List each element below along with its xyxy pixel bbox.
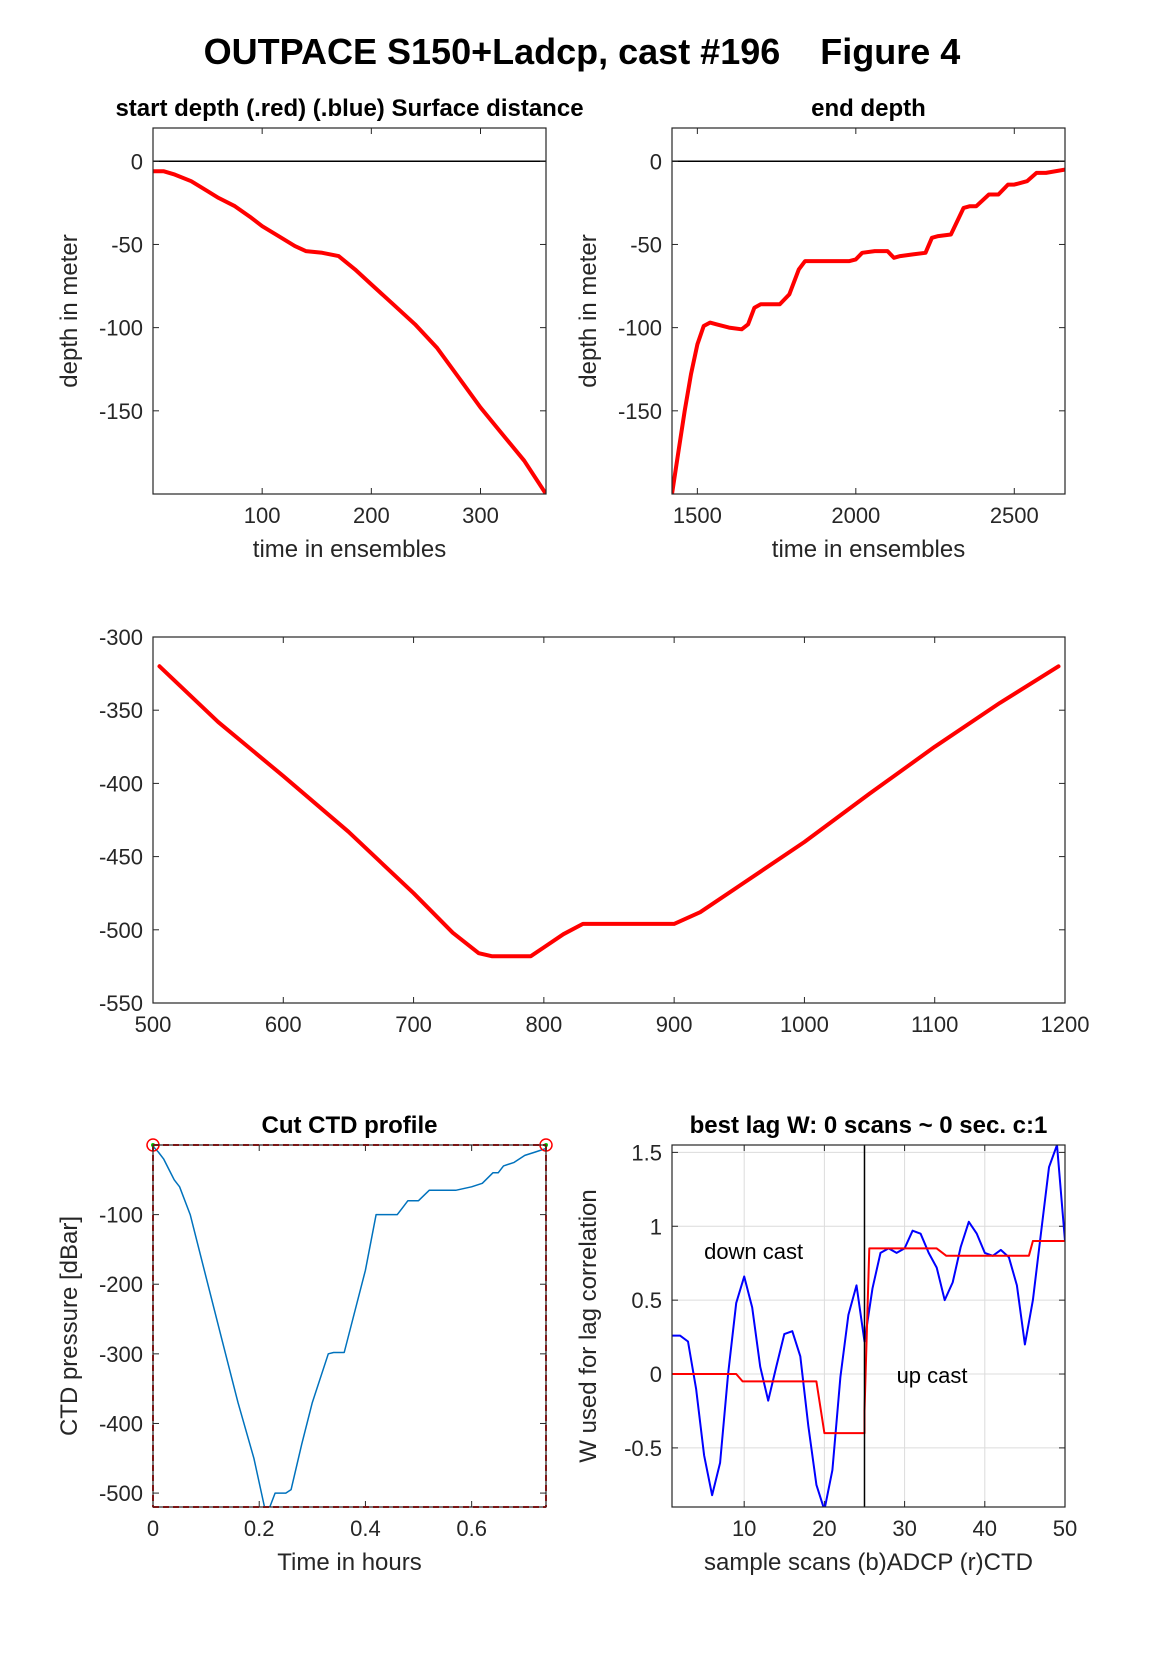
chart-2-axes-frame: [671, 127, 1066, 495]
chart-2-y-tick-label: 0: [650, 149, 662, 174]
chart-5-plot-area: [672, 1145, 1065, 1507]
chart-5-title: best lag W: 0 scans ~ 0 sec. c:1: [690, 1112, 1048, 1139]
chart-5-axes-frame: [671, 1144, 1066, 1508]
chart-4-x-axis-label: Time in hours: [277, 1549, 422, 1576]
chart-5-series-1-line: [672, 1145, 1065, 1507]
chart-3-y-tick-label: -450: [99, 845, 143, 870]
chart-3-axes-frame: [152, 636, 1066, 1004]
chart-3-x-tick-label: 600: [265, 1012, 302, 1037]
cut-ctd-profile-axes: 0 0.2 0.4 0.6 -100 -200 -300 -400 -500 Cut CTD pr…: [56, 1112, 553, 1576]
chart-4-x-tick-label: 0.4: [350, 1516, 381, 1541]
middle-depth-axes: 500 600 700 800 900 1000 1100 1200 -300 -350 -400 -…: [99, 625, 1090, 1037]
chart-4-y-axis-label: CTD pressure [dBar]: [56, 1216, 83, 1436]
chart-1-title: start depth (.red) (.blue) Surface dista…: [115, 95, 583, 122]
chart-5-x-tick-label: 50: [1053, 1516, 1077, 1541]
chart-2-y-tick-label: -50: [630, 232, 662, 257]
chart-4-y-tick-label: -100: [99, 1203, 143, 1228]
chart-5-annotation-2: up cast: [897, 1363, 968, 1388]
chart-3-x-tick-label: 500: [135, 1012, 172, 1037]
chart-5-y-axis-label: W used for lag correlation: [575, 1189, 602, 1462]
chart-4-x-tick-label: 0: [147, 1516, 159, 1541]
chart-5-x-tick-label: 10: [732, 1516, 756, 1541]
chart-4-y-tick-label: -400: [99, 1411, 143, 1436]
chart-2-x-tick-label: 2000: [831, 503, 880, 528]
chart-5-x-tick-label: 30: [892, 1516, 916, 1541]
chart-3-x-tick-label: 1000: [780, 1012, 829, 1037]
chart-1-x-tick-label: 300: [462, 503, 499, 528]
chart-2-y-axis-label: depth in meter: [575, 234, 602, 387]
chart-5-y-tick-label: 0.5: [631, 1288, 662, 1313]
end-depth-axes: 1500 2000 2500 0 -50 -100 -150 end depth time in…: [575, 95, 1066, 563]
chart-1-y-tick-label: -150: [99, 399, 143, 424]
chart-4-y-tick-label: -200: [99, 1272, 143, 1297]
chart-3-x-tick-label: 800: [525, 1012, 562, 1037]
chart-5-x-tick-label: 40: [973, 1516, 997, 1541]
chart-3-plot-area: [153, 637, 1065, 1003]
chart-2-y-tick-label: -150: [618, 399, 662, 424]
chart-5-x-tick-label: 20: [812, 1516, 836, 1541]
chart-2-x-tick-label: 2500: [990, 503, 1039, 528]
chart-4-series-1-line: [153, 1145, 546, 1507]
chart-1-y-tick-label: -100: [99, 316, 143, 341]
chart-1-x-tick-label: 100: [244, 503, 281, 528]
chart-3-y-tick-label: -350: [99, 698, 143, 723]
chart-5-y-tick-label: 1.5: [631, 1140, 662, 1165]
chart-1-plot-area: [153, 128, 546, 494]
chart-4-y-tick-label: -300: [99, 1342, 143, 1367]
chart-3-x-tick-label: 900: [656, 1012, 693, 1037]
chart-5-y-tick-label: 0: [650, 1362, 662, 1387]
chart-1-axes-frame: [152, 127, 547, 495]
chart-5-x-axis-label: sample scans (b)ADCP (r)CTD: [704, 1549, 1033, 1576]
chart-4-plot-area: [153, 1145, 546, 1507]
chart-1-series-1-line: [153, 169, 546, 494]
best-lag-axes: 10 20 30 40 50 1.5 1 0.5 0 -0.5 down cast up cast be…: [575, 1112, 1077, 1576]
chart-3-x-tick-label: 700: [395, 1012, 432, 1037]
chart-2-x-tick-label: 1500: [673, 503, 722, 528]
chart-2-x-axis-label: time in ensembles: [772, 536, 965, 563]
chart-3-y-tick-label: -300: [99, 625, 143, 650]
chart-1-x-tick-label: 200: [353, 503, 390, 528]
chart-2-series-1-line: [672, 167, 1065, 494]
start-depth-axes: 100 200 300 0 -50 -100 -150 start depth (.red) …: [56, 95, 584, 563]
chart-2-title: end depth: [811, 95, 926, 122]
chart-3-y-tick-label: -400: [99, 771, 143, 796]
chart-5-annotation-1: down cast: [704, 1239, 803, 1264]
chart-4-title: Cut CTD profile: [262, 1112, 438, 1139]
chart-3-y-tick-label: -500: [99, 918, 143, 943]
chart-1-y-tick-label: 0: [131, 149, 143, 174]
chart-3-x-tick-label: 1200: [1041, 1012, 1090, 1037]
chart-5-y-tick-label: 1: [650, 1214, 662, 1239]
chart-1-x-axis-label: time in ensembles: [253, 536, 446, 563]
chart-4-axes-frame: [152, 1144, 547, 1508]
chart-4-x-tick-label: 0.6: [456, 1516, 487, 1541]
figure-title: OUTPACE S150+Ladcp, cast #196 Figure 4: [204, 31, 961, 72]
chart-3-y-tick-label: -550: [99, 991, 143, 1016]
chart-2-plot-area: [672, 128, 1065, 494]
chart-4-x-tick-label: 0.2: [244, 1516, 275, 1541]
chart-1-y-tick-label: -50: [111, 232, 143, 257]
chart-2-y-tick-label: -100: [618, 316, 662, 341]
chart-4-y-tick-label: -500: [99, 1481, 143, 1506]
chart-3-series-1-line: [157, 664, 1061, 959]
chart-1-y-axis-label: depth in meter: [56, 234, 83, 387]
chart-3-x-tick-label: 1100: [911, 1012, 958, 1037]
chart-5-y-tick-label: -0.5: [624, 1436, 662, 1461]
